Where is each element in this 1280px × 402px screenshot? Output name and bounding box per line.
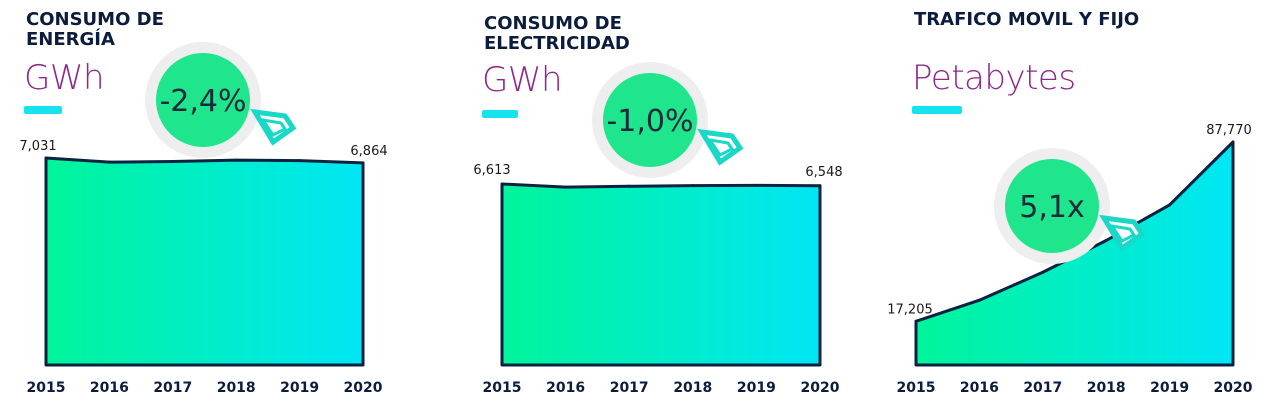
data-point-2018 <box>234 158 238 162</box>
x-tick-label: 2018 <box>217 380 256 396</box>
x-tick-label: 2018 <box>1087 380 1126 396</box>
accent-dash <box>24 106 62 114</box>
data-point-2020 <box>1231 140 1235 144</box>
data-label: 6,864 <box>350 144 387 159</box>
data-point-2018 <box>1104 239 1108 243</box>
data-label: 6,613 <box>473 163 510 178</box>
x-tick-label: 2020 <box>344 380 383 396</box>
badge-circle <box>603 73 697 167</box>
area-chart: 2015 2016 2017 2018 2019 2020 17,205 87,770 5,1x <box>887 123 1253 396</box>
area-fill <box>500 182 822 367</box>
data-label: 6,548 <box>805 165 842 180</box>
x-tick-label: 2020 <box>801 380 840 396</box>
data-point-2015 <box>500 182 504 186</box>
badge-value: -1,0% <box>606 104 693 139</box>
x-tick-label: 2015 <box>27 380 66 396</box>
x-tick-label: 2016 <box>546 380 585 396</box>
change-badge: -2,4% <box>145 42 297 158</box>
change-badge: -1,0% <box>592 62 744 178</box>
badge-circle <box>1005 159 1099 253</box>
x-tick-label: 2016 <box>960 380 999 396</box>
x-tick-label: 2015 <box>897 380 936 396</box>
data-point-2019 <box>298 159 302 163</box>
x-tick-label: 2019 <box>1150 380 1189 396</box>
data-point-2017 <box>1041 270 1045 274</box>
x-tick-label: 2017 <box>1023 380 1062 396</box>
x-tick-label: 2020 <box>1214 380 1253 396</box>
badge-value: 5,1x <box>1019 190 1084 225</box>
data-point-2016 <box>977 298 981 302</box>
data-point-2019 <box>754 183 758 187</box>
data-point-2016 <box>564 185 568 189</box>
pointer-inner-icon <box>706 137 735 157</box>
accent-dash <box>482 110 518 118</box>
chart-panel-electricidad: CONSUMO DE ELECTRICIDAD GWh 2015 2016 2017… <box>440 0 860 402</box>
data-label: 7,031 <box>19 139 56 154</box>
data-point-2016 <box>107 160 111 164</box>
x-tick-label: 2018 <box>673 380 712 396</box>
chart-panel-energia: CONSUMO DE ENERGÍA GWh 2015 2016 2017 2018 2… <box>0 0 420 402</box>
x-tick-label: 2017 <box>153 380 192 396</box>
area-chart: 2015 2016 2017 2018 2019 2020 7,031 6,864 -2,4% <box>19 42 388 396</box>
data-point-2020 <box>361 161 365 165</box>
data-point-2018 <box>691 184 695 188</box>
unit-label: GWh <box>482 60 563 100</box>
chart-title: CONSUMO DE ENERGÍA <box>26 9 164 50</box>
badge-circle <box>156 53 250 147</box>
data-point-2020 <box>818 184 822 188</box>
unit-label: Petabytes <box>912 58 1076 98</box>
badge-value: -2,4% <box>159 84 246 119</box>
pointer-inner-icon <box>1108 223 1137 243</box>
x-tick-label: 2019 <box>737 380 776 396</box>
chart-title: CONSUMO DE ELECTRICIDAD <box>484 13 630 54</box>
x-tick-label: 2015 <box>483 380 522 396</box>
x-tick-label: 2016 <box>90 380 129 396</box>
data-point-2015 <box>44 156 48 160</box>
change-badge: 5,1x <box>994 148 1146 264</box>
x-tick-label: 2017 <box>610 380 649 396</box>
unit-label: GWh <box>24 58 105 98</box>
chart-panel-trafico: TRAFICO MOVIL Y FIJO Petabytes 2015 2016 2… <box>870 0 1280 402</box>
area-fill <box>44 156 365 367</box>
data-point-2017 <box>171 160 175 164</box>
pointer-inner-icon <box>259 117 288 137</box>
data-point-2015 <box>914 319 918 323</box>
data-label: 17,205 <box>887 302 933 317</box>
accent-dash <box>912 106 962 114</box>
chart-title: TRAFICO MOVIL Y FIJO <box>914 9 1140 30</box>
x-tick-label: 2019 <box>280 380 319 396</box>
data-point-2017 <box>627 184 631 188</box>
area-chart: 2015 2016 2017 2018 2019 2020 6,613 6,548 -1,0% <box>473 62 843 396</box>
data-label: 87,770 <box>1206 123 1252 138</box>
data-point-2019 <box>1168 203 1172 207</box>
